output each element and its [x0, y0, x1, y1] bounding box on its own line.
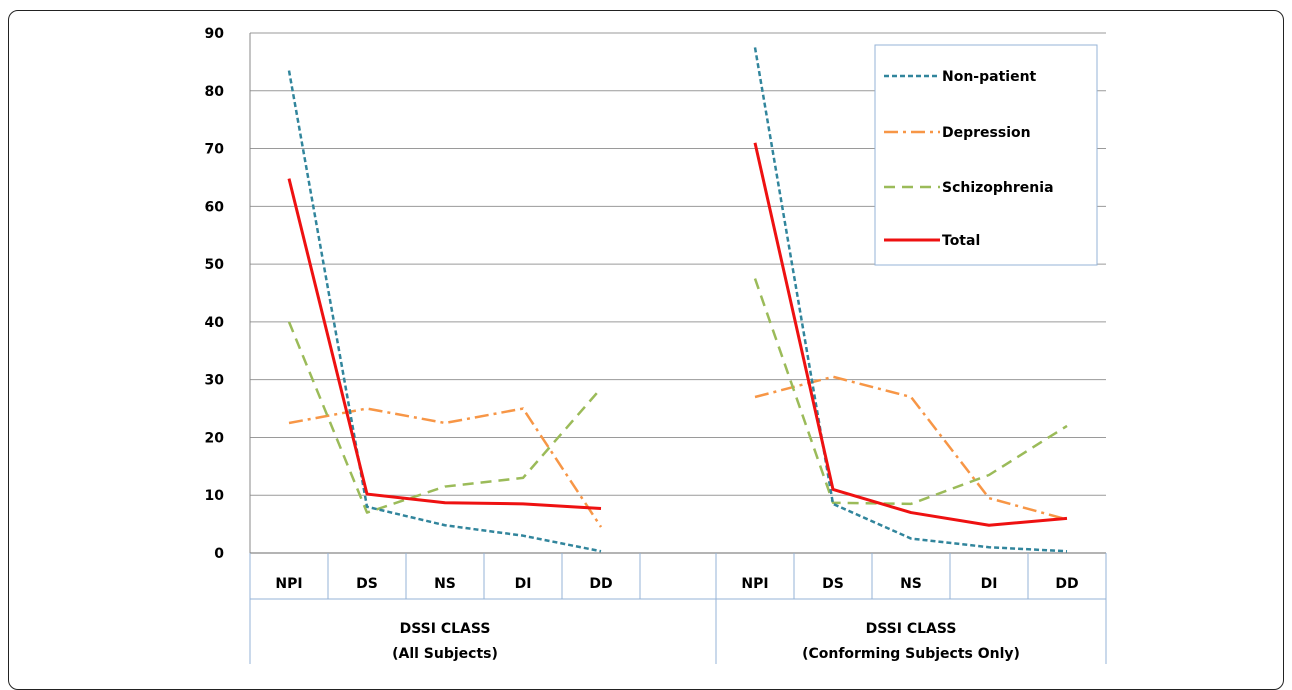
x-tick-label: DI	[981, 576, 998, 592]
group-label-line2: (All Subjects)	[392, 646, 498, 662]
group-label-line1: DSSI CLASS	[866, 621, 957, 637]
series-line-non-patient	[753, 47, 1068, 553]
y-tick-label: 90	[205, 26, 225, 42]
y-tick-label: 50	[205, 257, 225, 273]
legend-label: Total	[942, 233, 980, 249]
y-tick-label: 0	[214, 546, 224, 562]
x-tick-label: NPI	[275, 576, 302, 592]
series-line-depression	[754, 375, 1068, 521]
x-tick-label: DD	[589, 576, 612, 592]
legend-label: Depression	[942, 125, 1031, 141]
group-label-line1: DSSI CLASS	[400, 621, 491, 637]
x-tick-label: DD	[1055, 576, 1078, 592]
legend-box	[874, 44, 1098, 266]
y-tick-label: 40	[205, 315, 225, 331]
y-tick-label: 10	[205, 488, 225, 504]
y-tick-label: 80	[205, 84, 225, 100]
group-label-line2: (Conforming Subjects Only)	[802, 646, 1020, 662]
series-line-non-patient	[287, 70, 602, 553]
x-tick-label: NS	[434, 576, 456, 592]
y-tick-label: 60	[205, 199, 225, 215]
y-tick-label: 30	[205, 373, 225, 389]
series-line-schizophrenia	[287, 321, 602, 514]
x-tick-label: NPI	[741, 576, 768, 592]
x-tick-label: DS	[822, 576, 844, 592]
series-line-schizophrenia	[753, 278, 1068, 506]
legend-label: Non-patient	[942, 69, 1037, 85]
legend-label: Schizophrenia	[942, 180, 1054, 196]
series-line-total	[753, 142, 1068, 527]
x-tick-label: DS	[356, 576, 378, 592]
series-line-total	[287, 178, 602, 511]
y-tick-label: 70	[205, 142, 225, 158]
x-tick-label: DI	[515, 576, 532, 592]
x-tick-label: NS	[900, 576, 922, 592]
series-line-depression	[288, 407, 603, 528]
line-chart: 0 10 20 30 40 50 60 70 80 90 NPI DS NS DI DD DSSI CLASS…	[205, 26, 1107, 664]
y-tick-label: 20	[205, 430, 225, 446]
